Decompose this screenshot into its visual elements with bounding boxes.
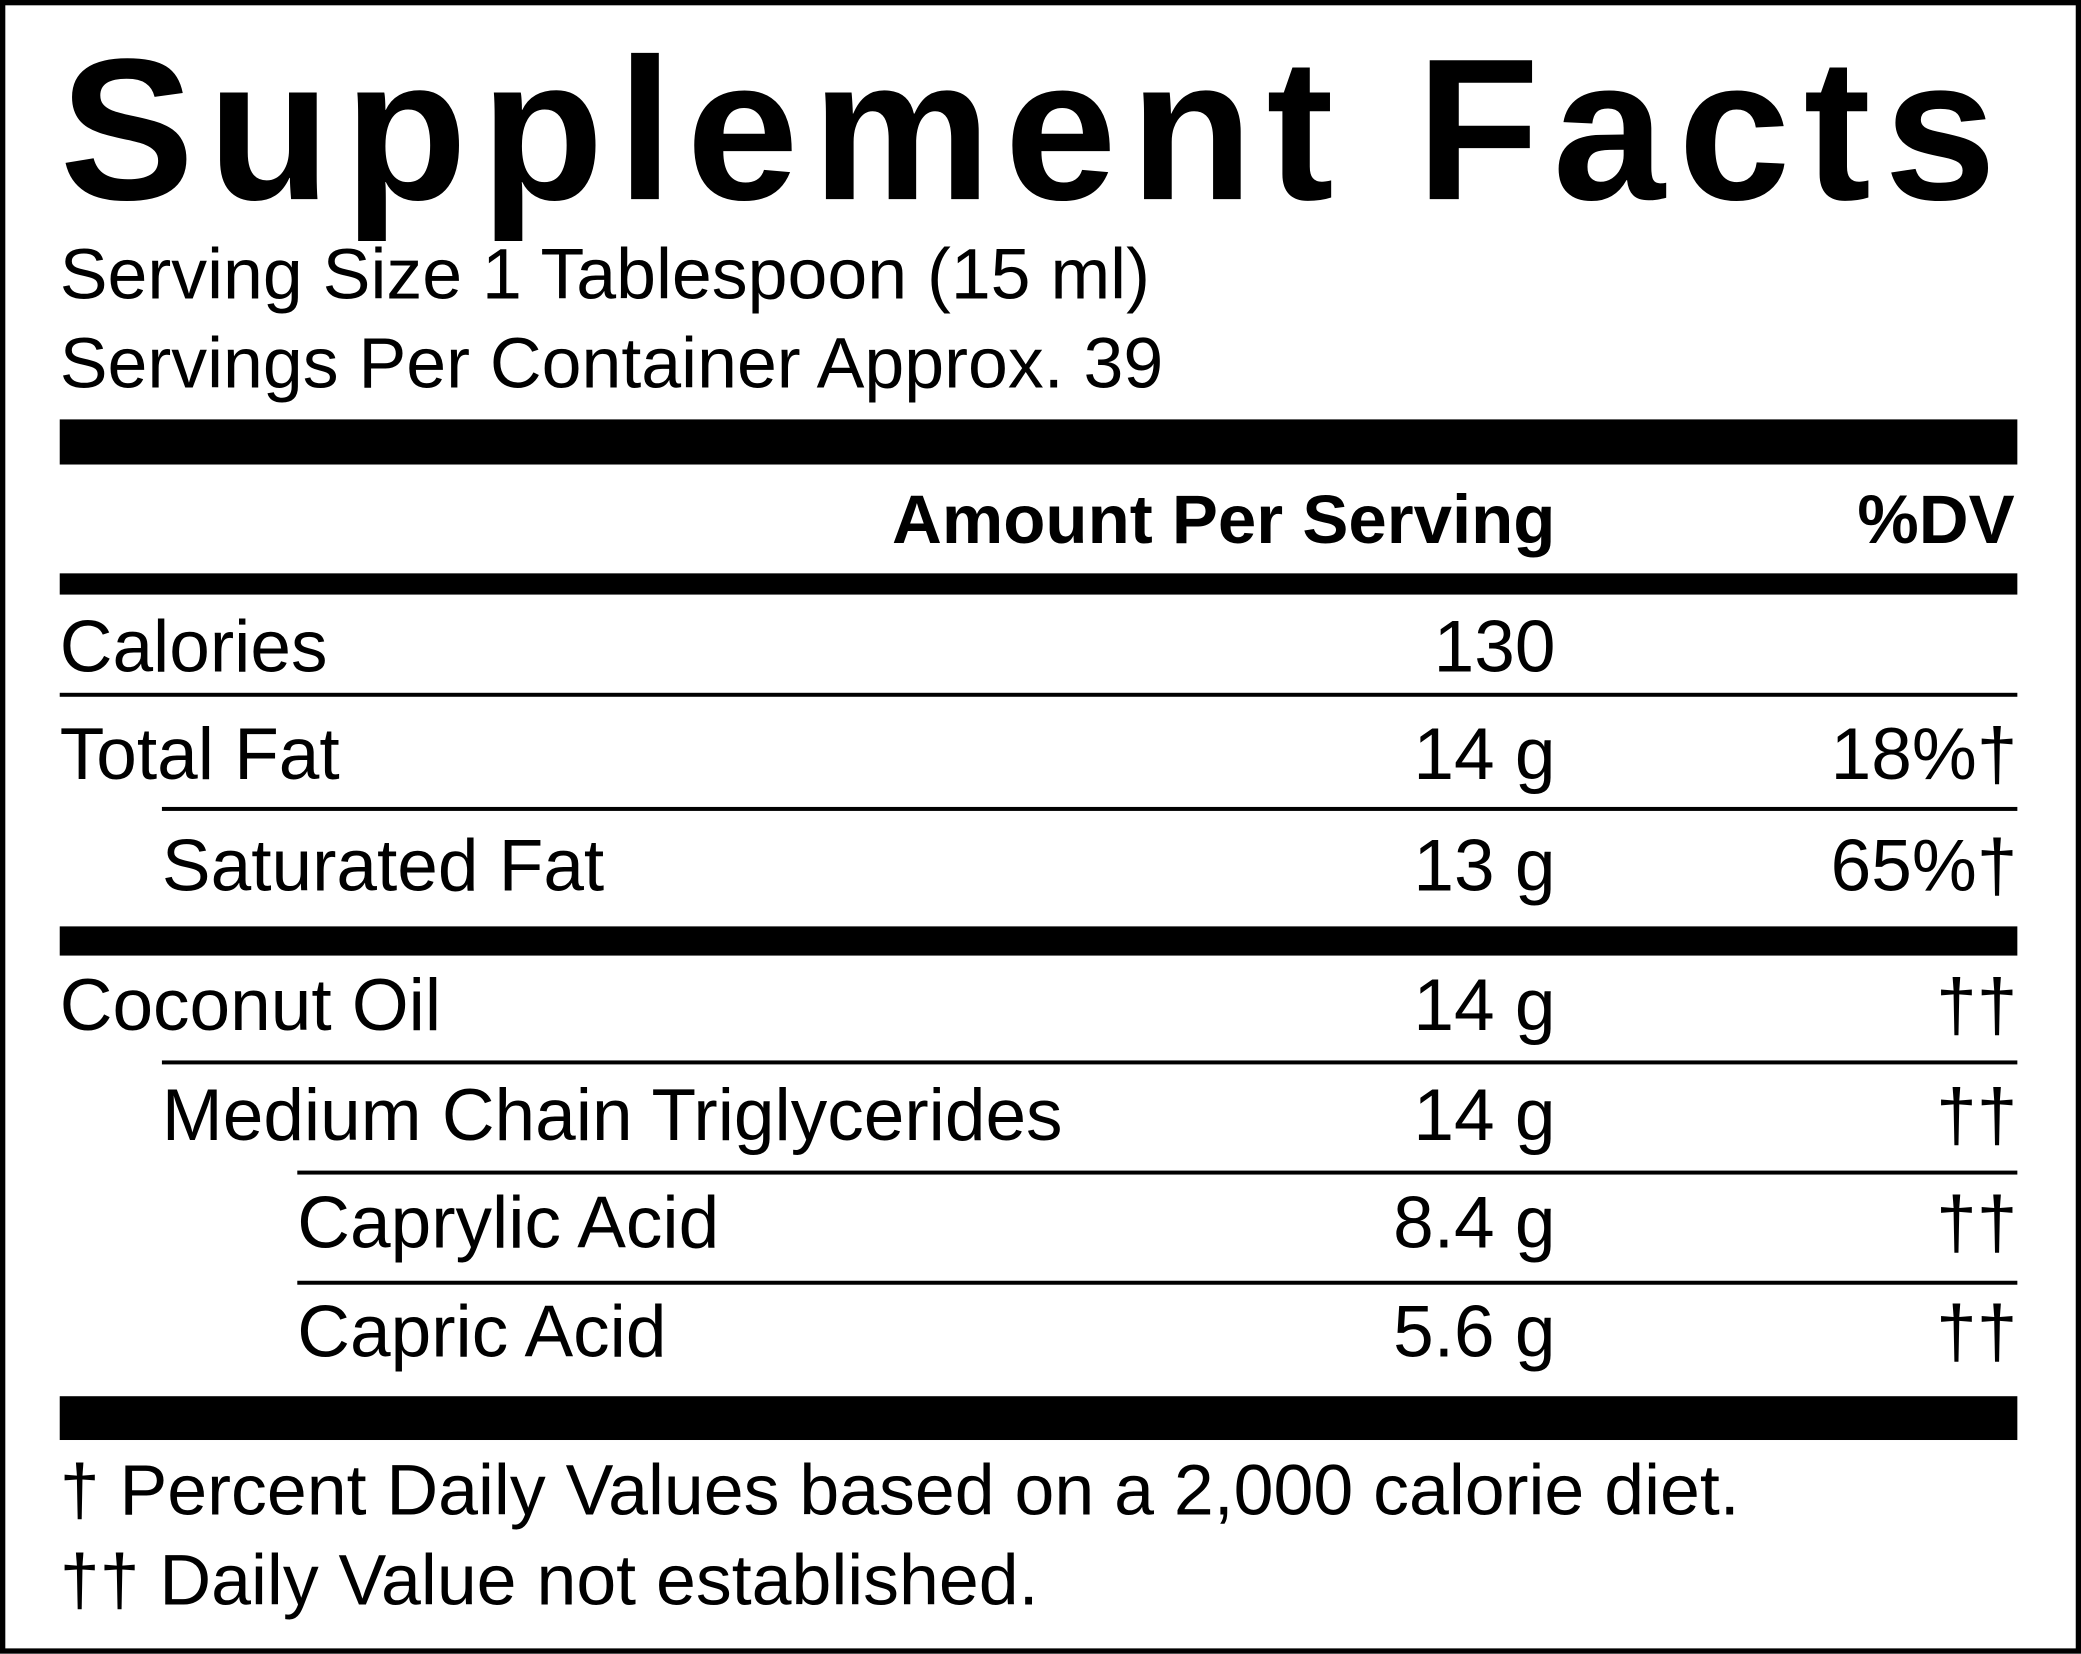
amount: 5.6 g (1393, 1290, 1556, 1373)
nutrient-name: Coconut Oil (59, 963, 442, 1046)
nutrient-name: Saturated Fat (161, 824, 605, 907)
amount: 14 g (1413, 963, 1556, 1046)
nutrient-name: Capric Acid (297, 1290, 667, 1373)
column-header: Amount Per Serving (892, 481, 1556, 559)
daily-value: 18%† (1830, 712, 2018, 795)
row-rule (297, 1280, 2018, 1285)
daily-value: †† (1936, 1073, 2018, 1156)
daily-value: 65%† (1830, 824, 2018, 907)
daily-value: †† (1936, 1290, 2018, 1373)
nutrient-name: Calories (59, 605, 328, 688)
amount: 13 g (1413, 824, 1556, 907)
nutrient-name: Caprylic Acid (297, 1181, 720, 1264)
row-rule (59, 692, 2018, 697)
footnote: † Percent Daily Values based on a 2,000 … (59, 1450, 1740, 1531)
title: Supplement Facts (59, 17, 2010, 243)
thick-rule (59, 1396, 2018, 1441)
nutrient-name: Total Fat (59, 712, 340, 795)
row-rule (161, 806, 2018, 811)
amount: 8.4 g (1393, 1181, 1556, 1264)
serving-size: Serving Size 1 Tablespoon (15 ml) (59, 234, 1150, 315)
amount: 130 (1433, 605, 1556, 688)
amount: 14 g (1413, 1073, 1556, 1156)
amount: 14 g (1413, 712, 1556, 795)
footnote: †† Daily Value not established. (59, 1540, 1039, 1621)
medium-rule (59, 573, 2018, 595)
daily-value: †† (1936, 963, 2018, 1046)
column-header: %DV (1857, 481, 2015, 559)
daily-value: †† (1936, 1181, 2018, 1264)
row-rule (161, 1060, 2018, 1065)
thick-rule (59, 419, 2018, 465)
nutrient-name: Medium Chain Triglycerides (161, 1073, 1063, 1156)
row-rule (59, 926, 2018, 956)
row-rule (297, 1170, 2018, 1175)
servings-per-container: Servings Per Container Approx. 39 (59, 323, 1164, 404)
